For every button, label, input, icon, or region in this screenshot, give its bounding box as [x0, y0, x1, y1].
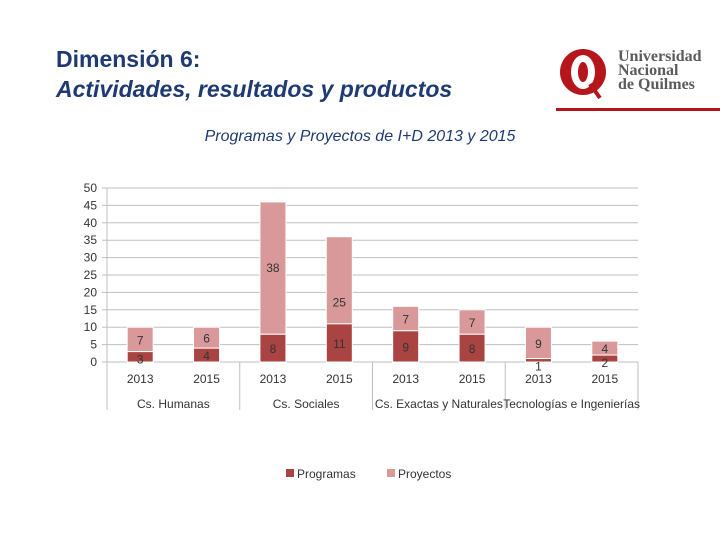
group-label: Tecnologías e Ingenierías	[503, 397, 640, 411]
bar-segment-programas	[259, 333, 287, 363]
x-tick-label: 2013	[127, 372, 154, 386]
y-tick-label: 40	[84, 216, 98, 230]
x-tick-label: 2015	[326, 372, 353, 386]
data-label: 6	[203, 332, 210, 346]
logo-text-line: Universidad	[618, 48, 702, 65]
logo-text-line: de Quilmes	[618, 76, 695, 93]
bar-segment-programas	[458, 333, 486, 363]
group-label: Cs. Humanas	[137, 397, 210, 411]
y-tick-label: 10	[84, 320, 98, 334]
slide-title-line-1: Dimensión 6:	[56, 46, 201, 72]
bar-segment-proyectos	[126, 326, 154, 353]
logo-text-line: Nacional	[618, 62, 679, 79]
y-tick-label: 20	[84, 285, 98, 299]
y-tick-label: 0	[90, 355, 97, 369]
y-tick-label: 35	[84, 233, 98, 247]
y-tick-label: 30	[84, 251, 98, 265]
bar-segment-proyectos	[458, 309, 486, 335]
data-label: 7	[469, 316, 476, 330]
bar-segment-proyectos	[259, 201, 287, 335]
x-tick-label: 2013	[392, 372, 419, 386]
bar-segment-proyectos	[591, 340, 619, 356]
data-label: 7	[137, 333, 144, 347]
data-label: 3	[137, 353, 144, 367]
y-tick-label: 25	[84, 268, 98, 282]
data-label: 2	[601, 356, 608, 370]
bar-segment-proyectos	[524, 326, 552, 360]
x-tick-label: 2015	[591, 372, 618, 386]
legend-swatch	[286, 469, 294, 477]
data-label: 7	[402, 313, 409, 327]
data-label: 11	[333, 337, 346, 351]
y-tick-label: 50	[84, 181, 98, 195]
data-label: 8	[469, 342, 476, 356]
x-tick-label: 2013	[525, 372, 552, 386]
legend-label: Programas	[297, 467, 356, 481]
slide-title: Dimensión 6: Actividades, resultados y p…	[56, 44, 452, 104]
y-tick-label: 15	[84, 303, 98, 317]
data-label: 1	[535, 360, 542, 374]
y-tick-label: 5	[90, 338, 97, 352]
data-label: 4	[601, 342, 608, 356]
y-tick-label: 45	[84, 198, 98, 212]
university-logo	[556, 42, 716, 102]
bar-segment-proyectos	[392, 305, 420, 332]
legend-label: Proyectos	[398, 467, 451, 481]
legend-swatch	[387, 469, 395, 477]
data-label: 9	[535, 337, 542, 351]
data-label: 38	[266, 261, 280, 275]
x-tick-label: 2015	[459, 372, 486, 386]
data-label: 4	[203, 349, 210, 363]
title-underline	[556, 108, 720, 111]
quilmes-emblem-icon	[560, 49, 606, 100]
bar-segment-proyectos	[193, 326, 221, 349]
bar-segment-programas	[325, 323, 353, 363]
x-tick-label: 2013	[260, 372, 287, 386]
data-label: 9	[402, 340, 409, 354]
slide-title-line-2: Actividades, resultados y productos	[56, 76, 453, 102]
group-label: Cs. Sociales	[273, 397, 340, 411]
x-tick-label: 2015	[193, 372, 220, 386]
data-label: 25	[333, 296, 347, 310]
data-label: 8	[270, 342, 277, 356]
group-label: Cs. Exactas y Naturales	[375, 397, 503, 411]
bar-segment-proyectos	[325, 236, 353, 325]
chart-title: Programas y Proyectos de I+D 2013 y 2015	[204, 128, 516, 145]
bar-segment-programas	[392, 330, 420, 363]
